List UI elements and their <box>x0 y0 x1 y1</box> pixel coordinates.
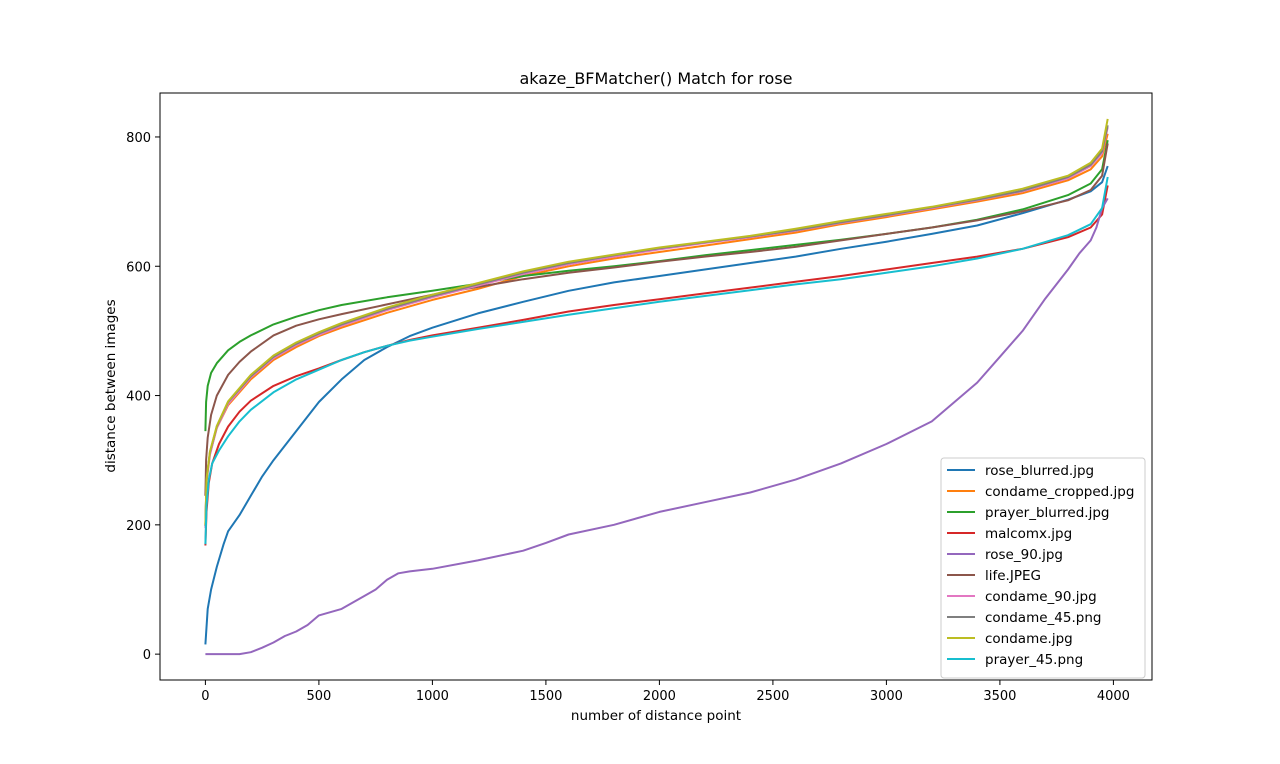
series-line-1 <box>204 133 1109 525</box>
legend: rose_blurred.jpg condame_cropped.jpgpraye… <box>940 457 1146 679</box>
x-tick-label: 0 <box>201 689 209 704</box>
plot-frame <box>159 92 1153 681</box>
x-tick-label: 4000 <box>1097 689 1130 704</box>
legend-label: condame.jpg <box>985 631 1073 647</box>
legend-box <box>940 457 1146 679</box>
y-tick-label: 600 <box>126 260 151 275</box>
x-tick-label: 2500 <box>756 689 789 704</box>
y-axis: 0 200 400 600 800 <box>126 131 160 663</box>
legend-label: condame_90.jpg <box>985 589 1097 605</box>
y-tick-label: 200 <box>126 519 151 534</box>
x-tick-label: 2000 <box>643 689 676 704</box>
y-axis-label: distance between images <box>103 299 119 472</box>
legend-label: prayer_45.png <box>985 652 1083 668</box>
y-tick-label: 0 <box>143 648 151 663</box>
legend-label: life.JPEG <box>985 568 1041 584</box>
x-tick-label: 1500 <box>529 689 562 704</box>
series-line-5 <box>204 143 1109 496</box>
x-tick-label: 3500 <box>983 689 1016 704</box>
series-line-9 <box>204 176 1109 545</box>
x-tick-label: 3000 <box>870 689 903 704</box>
legend-label: malcomx.jpg <box>985 526 1072 542</box>
x-axis-label: number of distance point <box>571 708 741 724</box>
x-axis: 0 500 1000 1500 2000 2500 3000 3500 4000 <box>201 680 1130 704</box>
series-line-4 <box>205 197 1109 656</box>
legend-label: prayer_blurred.jpg <box>985 505 1110 521</box>
y-tick-label: 400 <box>126 390 151 405</box>
legend-label: condame_45.png <box>985 610 1101 626</box>
y-tick-label: 800 <box>126 131 151 146</box>
x-tick-label: 500 <box>306 689 331 704</box>
plot-lines <box>204 118 1109 656</box>
x-tick-label: 1000 <box>416 689 449 704</box>
chart-title: akaze_BFMatcher() Match for rose <box>519 69 792 89</box>
series-line-0 <box>204 165 1109 645</box>
series-line-3 <box>204 185 1109 546</box>
legend-label: rose_blurred.jpg <box>985 463 1094 479</box>
series-line-8 <box>204 118 1109 525</box>
legend-label: rose_90.jpg <box>985 547 1063 563</box>
legend-label: condame_cropped.jpg <box>985 484 1134 500</box>
